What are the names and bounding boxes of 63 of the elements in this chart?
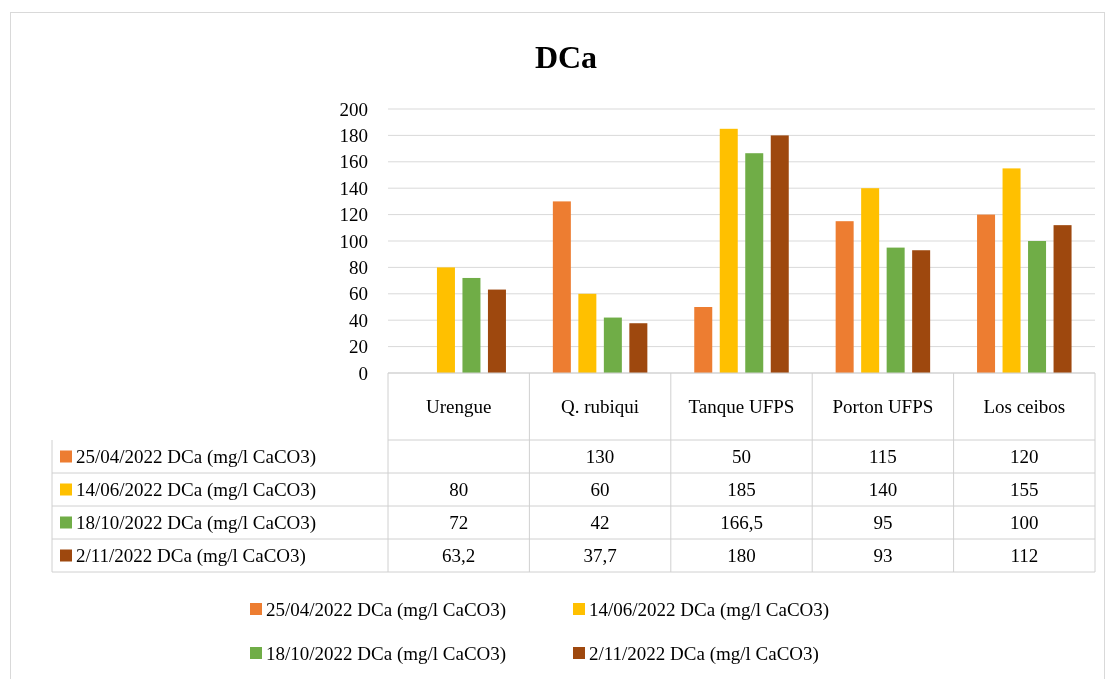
data-label: 37,7 [583,545,617,567]
data-label: 60 [590,479,610,501]
bar [770,135,789,373]
data-label: 115 [869,446,897,468]
legend-label: 18/10/2022 DCa (mg/l CaCO3) [76,512,317,535]
data-label: 120 [1010,446,1039,468]
bar [578,293,597,373]
bar [552,201,571,373]
data-label: 140 [868,479,898,501]
data-label: 100 [1010,512,1039,534]
data-label: 166,5 [720,512,763,534]
data-label: 63,2 [442,545,476,567]
bar [912,250,931,373]
y-tick-label: 140 [339,177,368,199]
bar [1053,225,1072,373]
data-label: 185 [727,479,756,501]
bar [719,128,738,373]
x-tick-label: Porton UFPS [832,396,934,418]
text: 14/06/2022 DCa (mg/l CaCO3) [589,598,830,620]
text: 18/10/2022 DCa (mg/l CaCO3) [266,642,507,664]
y-tick-label: 100 [339,230,368,252]
y-tick-label: 60 [349,283,368,305]
bar [603,317,622,373]
y-tick-label: 40 [349,309,368,331]
chart-title: DCa [534,39,598,75]
data-label: 42 [590,512,610,534]
data-label: 95 [873,512,893,534]
y-tick-label: 180 [339,125,368,147]
bar [745,153,764,373]
text: 2/11/2022 DCa (mg/l CaCO3) [589,642,819,664]
legend-label: 25/04/2022 DCa (mg/l CaCO3) [266,598,507,621]
x-tick-label: Urengue [425,396,492,418]
data-label: 80 [449,479,469,501]
bar [462,277,481,373]
data-label: 180 [727,545,756,567]
bar [629,323,648,373]
data-label: 112 [1010,545,1039,567]
legend-label: 14/06/2022 DCa (mg/l CaCO3) [76,479,317,502]
bar [835,221,854,373]
bar [1002,168,1021,373]
data-label: 50 [732,446,751,468]
x-tick-label: Q. rubiqui [561,396,640,418]
bar [886,247,905,373]
bar [977,214,996,373]
y-tick-label: 200 [339,98,368,120]
bar [487,289,506,373]
data-label: 155 [1010,479,1039,501]
legend-label: 2/11/2022 DCa (mg/l CaCO3) [76,545,306,568]
y-tick-label: 20 [349,336,368,358]
x-tick-label: Tanque UFPS [688,396,795,418]
bar [861,188,880,373]
bar [1028,241,1047,373]
y-tick-label: 160 [339,151,368,173]
y-tick-label: 0 [358,362,368,384]
text: 25/04/2022 DCa (mg/l CaCO3) [76,446,317,468]
data-label: 72 [449,512,469,534]
x-tick-label: Los ceibos [983,396,1066,418]
y-tick-label: 80 [349,257,368,279]
y-tick-label: 120 [339,204,368,226]
data-label: 93 [873,545,893,567]
bar [694,307,713,373]
bar [436,267,455,373]
data-label: 130 [585,446,615,468]
